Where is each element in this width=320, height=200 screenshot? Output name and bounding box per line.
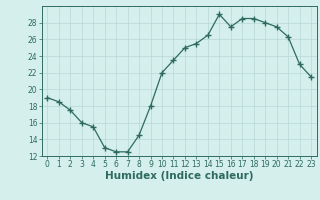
X-axis label: Humidex (Indice chaleur): Humidex (Indice chaleur) [105, 171, 253, 181]
